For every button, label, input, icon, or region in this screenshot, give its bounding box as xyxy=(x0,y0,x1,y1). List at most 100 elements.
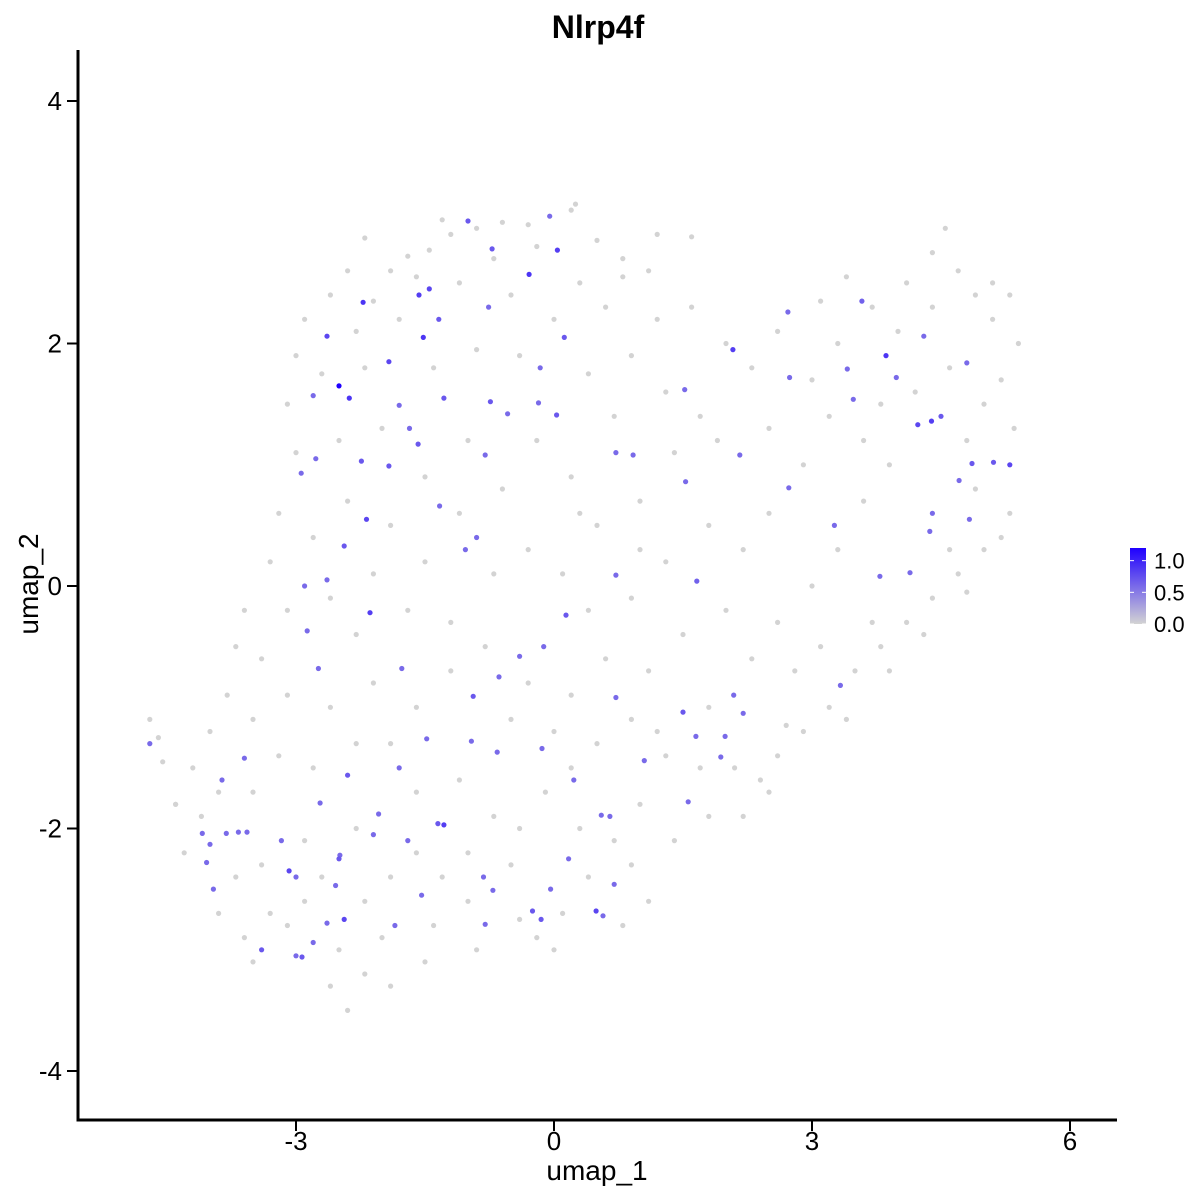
cell-point xyxy=(628,862,635,868)
cell-point xyxy=(474,347,480,353)
cell-point xyxy=(646,898,652,904)
expressing-cell-point xyxy=(420,334,426,340)
cell-point xyxy=(456,280,462,286)
cell-point xyxy=(628,353,635,359)
cell-point xyxy=(560,571,566,577)
cell-point xyxy=(173,801,179,807)
expressing-cell-point xyxy=(613,694,619,701)
expressing-cell-point xyxy=(223,830,229,837)
expressing-cell-point xyxy=(571,777,577,783)
cell-point xyxy=(861,437,867,444)
expressing-cell-point xyxy=(921,333,927,339)
cell-point xyxy=(697,765,703,771)
expressing-cell-point xyxy=(482,921,488,927)
cell-point xyxy=(620,256,626,262)
cell-point xyxy=(878,644,884,650)
cell-point xyxy=(302,898,308,904)
cell-point xyxy=(689,234,695,240)
expressing-cell-point xyxy=(367,610,373,616)
expressing-cell-point xyxy=(219,777,225,783)
cell-point xyxy=(517,353,523,359)
expressing-cell-point xyxy=(859,298,865,304)
expressing-cell-point xyxy=(324,577,330,583)
expressing-cell-point xyxy=(613,450,619,456)
cell-point xyxy=(706,522,712,529)
expressing-cell-point xyxy=(505,411,511,417)
cell-point xyxy=(628,716,635,723)
cell-point xyxy=(147,716,153,723)
cell-point xyxy=(594,741,600,747)
cell-point xyxy=(663,753,669,759)
expressing-cell-point xyxy=(787,374,793,381)
cell-point xyxy=(757,777,764,783)
color-legend-ticks: 1.0 0.5 0.0 xyxy=(1130,549,1185,637)
legend-tick-label: 1.0 xyxy=(1154,549,1185,574)
cell-point xyxy=(198,813,204,820)
expressing-cell-point xyxy=(489,246,495,252)
cell-point xyxy=(525,547,531,553)
expressing-cell-point xyxy=(966,516,973,522)
expressing-cell-point xyxy=(786,485,792,491)
expressing-cell-point xyxy=(244,829,250,835)
expressing-cell-point xyxy=(529,908,536,914)
cell-point xyxy=(972,486,979,492)
cell-point xyxy=(671,838,678,844)
cell-point xyxy=(740,547,746,553)
expressing-cell-point xyxy=(956,477,962,484)
expressing-cell-point xyxy=(893,374,899,381)
cell-point xyxy=(800,462,807,468)
expressing-cell-point xyxy=(554,412,560,418)
expressing-cell-point xyxy=(480,874,487,880)
cell-point xyxy=(319,874,325,880)
cell-point xyxy=(388,522,394,529)
expressing-cell-point xyxy=(204,859,210,866)
cell-point xyxy=(327,595,333,601)
cell-point xyxy=(422,559,428,565)
cell-point xyxy=(585,874,592,880)
expressing-cell-point xyxy=(929,510,936,516)
cell-point xyxy=(160,759,166,765)
expressing-cell-point xyxy=(548,886,554,892)
expressing-cell-point xyxy=(259,947,265,953)
cell-point xyxy=(723,607,729,613)
expressing-cell-point xyxy=(613,572,619,578)
expressing-cell-point xyxy=(680,709,686,715)
cell-point xyxy=(525,222,531,228)
cell-point xyxy=(572,201,579,207)
cell-point xyxy=(818,644,824,650)
cell-point xyxy=(319,371,325,377)
cell-point xyxy=(990,316,996,322)
cell-point xyxy=(413,274,419,280)
expressing-cell-point xyxy=(682,387,688,393)
cell-point xyxy=(603,656,609,662)
expressing-cell-point xyxy=(363,516,370,522)
cell-point xyxy=(886,668,893,674)
cell-point xyxy=(491,571,497,577)
expressing-cell-point xyxy=(333,882,339,889)
cell-point xyxy=(353,741,359,747)
expressing-cell-point xyxy=(399,665,405,672)
cell-point xyxy=(594,522,600,529)
cell-point xyxy=(740,813,746,820)
cell-point xyxy=(551,947,557,953)
expressing-cell-point xyxy=(554,247,561,253)
expressing-cell-point xyxy=(539,745,545,752)
cell-point xyxy=(861,498,867,504)
cell-point xyxy=(465,850,471,856)
cell-point xyxy=(964,589,970,595)
cell-point xyxy=(388,268,394,274)
cell-point xyxy=(611,838,617,844)
cell-point xyxy=(852,668,858,674)
expressing-cell-point xyxy=(436,316,442,322)
cell-point xyxy=(388,874,394,880)
expressing-cell-point xyxy=(324,333,330,339)
expressing-cell-point xyxy=(370,832,376,838)
cell-point xyxy=(388,741,394,747)
cell-point xyxy=(766,510,772,516)
cell-point xyxy=(749,656,755,662)
cell-point xyxy=(835,547,841,553)
expressing-cell-point xyxy=(496,674,502,680)
expressing-cell-point xyxy=(490,887,496,893)
expressing-cell-point xyxy=(304,628,310,634)
expressing-cell-point xyxy=(561,334,567,340)
